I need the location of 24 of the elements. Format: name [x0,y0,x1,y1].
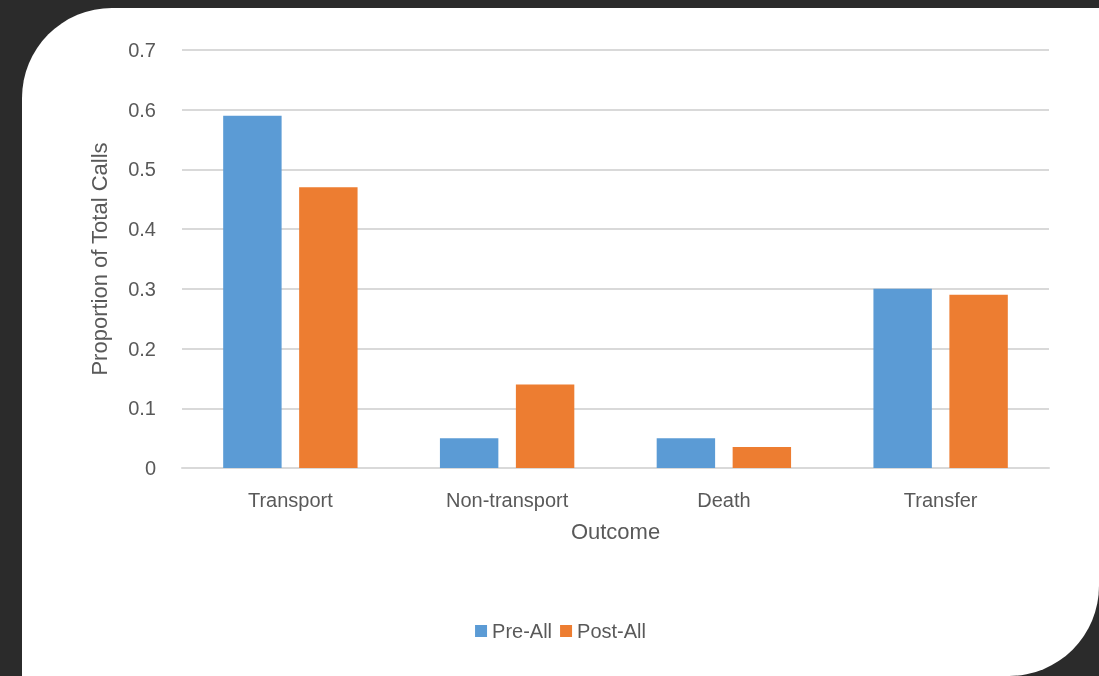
bar [949,294,1008,468]
y-tick-label: 0.3 [128,277,156,300]
bar [873,288,932,468]
x-axis-title: Outcome [570,518,661,544]
x-tick-label: Non-transport [445,489,569,511]
bar [515,384,575,468]
y-axis-title: Proportion of Total Calls [86,142,112,376]
y-tick-label: 0.1 [128,397,156,420]
legend-label: Pre-All [492,620,553,642]
bar [299,187,358,468]
y-tick-label: 0.2 [128,337,156,360]
bar [656,438,716,468]
legend-label: Post-All [577,620,646,642]
x-tick-label: Transport [247,489,334,511]
x-tick-label: Death [697,489,751,511]
y-tick-label: 0.4 [128,218,156,241]
bar [439,438,499,468]
bar [223,115,282,468]
x-tick-label: Transfer [903,489,978,511]
y-tick-label: 0.6 [128,98,156,121]
y-tick-label: 0.7 [128,39,156,61]
y-tick-label: 0 [144,457,156,479]
y-tick-label: 0.5 [128,158,156,181]
bar [732,447,792,468]
